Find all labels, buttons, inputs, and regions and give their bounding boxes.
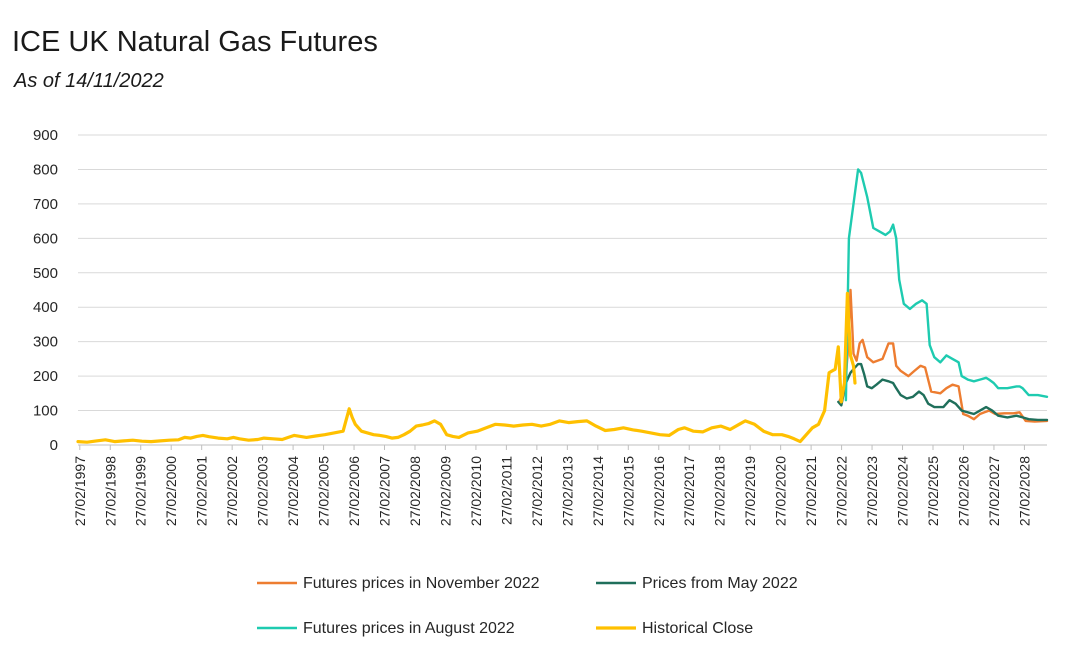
chart-title: ICE UK Natural Gas Futures	[12, 26, 378, 58]
x-tick-label: 27/02/2014	[590, 456, 606, 526]
x-tick-label: 27/02/2002	[224, 456, 240, 526]
y-tick-label: 700	[33, 196, 58, 213]
series-line-2	[844, 168, 1049, 402]
x-tick-label: 27/02/2022	[834, 456, 850, 526]
x-tick-label: 27/02/1999	[133, 456, 149, 526]
x-tick-label: 27/02/2008	[407, 456, 423, 526]
x-tick-label: 27/02/2007	[377, 456, 393, 526]
x-tick-label: 27/02/1998	[102, 456, 118, 526]
legend-label: Prices from May 2022	[642, 575, 798, 592]
x-tick-label: 27/02/2026	[955, 456, 971, 526]
x-tick-label: 27/02/2027	[986, 456, 1002, 526]
y-tick-label: 400	[33, 299, 58, 316]
x-tick-label: 27/02/2013	[559, 456, 575, 526]
x-tick-label: 27/02/2020	[773, 456, 789, 526]
x-tick-label: 27/02/2016	[651, 456, 667, 526]
legend-item-2: Futures prices in August 2022	[257, 620, 515, 637]
y-tick-label: 300	[33, 334, 58, 351]
y-tick-label: 600	[33, 230, 58, 247]
legend-label: Historical Close	[642, 620, 753, 637]
x-tick-label: 27/02/1997	[72, 456, 88, 526]
x-axis: 27/02/1997 27/02/1998 27/02/1999 27/02/2000…	[72, 445, 1032, 526]
y-tick-label: 500	[33, 265, 58, 282]
x-tick-label: 27/02/2012	[529, 456, 545, 526]
y-axis: 0 100 200 300 400 500 600 700 800 900	[33, 127, 58, 454]
x-tick-label: 27/02/2018	[712, 456, 728, 526]
x-tick-label: 27/02/2000	[163, 456, 179, 526]
x-tick-label: 27/02/2021	[803, 456, 819, 526]
legend-item-3: Historical Close	[596, 620, 753, 637]
y-tick-label: 0	[50, 437, 58, 454]
y-tick-label: 200	[33, 368, 58, 385]
x-tick-label: 27/02/2004	[285, 456, 301, 526]
series-lines	[76, 168, 1049, 444]
x-tick-label: 27/02/2028	[1016, 456, 1032, 526]
x-tick-label: 27/02/2011	[498, 456, 514, 525]
y-tick-label: 900	[33, 127, 58, 144]
x-tick-label: 27/02/2025	[925, 456, 941, 526]
x-tick-label: 27/02/2001	[194, 456, 210, 526]
x-tick-label: 27/02/2009	[437, 456, 453, 526]
y-tick-label: 800	[33, 161, 58, 178]
legend-item-1: Prices from May 2022	[596, 575, 798, 592]
x-tick-label: 27/02/2006	[346, 456, 362, 526]
x-tick-label: 27/02/2023	[864, 456, 880, 526]
legend-item-0: Futures prices in November 2022	[257, 575, 540, 592]
gridlines	[78, 134, 1047, 446]
y-tick-label: 100	[33, 403, 58, 420]
x-tick-label: 27/02/2010	[468, 456, 484, 526]
legend-label: Futures prices in August 2022	[303, 620, 515, 637]
series-line-3	[76, 291, 857, 444]
x-tick-label: 27/02/2024	[895, 456, 911, 526]
x-tick-label: 27/02/2019	[742, 456, 758, 526]
series-line-1	[837, 362, 1049, 422]
legend: Futures prices in November 2022 Prices fr…	[257, 575, 798, 637]
x-tick-label: 27/02/2003	[255, 456, 271, 526]
x-tick-label: 27/02/2017	[681, 456, 697, 526]
chart-subtitle: As of 14/11/2022	[14, 70, 164, 92]
legend-label: Futures prices in November 2022	[303, 575, 540, 592]
x-tick-label: 27/02/2015	[620, 456, 636, 526]
x-tick-label: 27/02/2005	[316, 456, 332, 526]
series-line-0	[838, 288, 1049, 423]
